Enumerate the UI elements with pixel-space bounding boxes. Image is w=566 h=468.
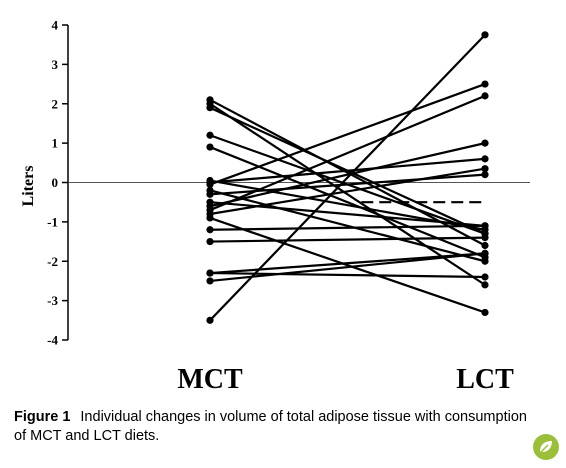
y-tick-label: -3 bbox=[47, 293, 58, 308]
figure-caption: Figure 1 Individual changes in volume of … bbox=[14, 408, 534, 446]
y-tick-label: -4 bbox=[47, 333, 58, 348]
change-line bbox=[209, 34, 486, 322]
lct-point bbox=[481, 241, 489, 250]
subject-line bbox=[206, 222, 489, 234]
mct-point bbox=[206, 269, 214, 277]
category-labels: MCT LCT bbox=[177, 364, 514, 395]
y-axis-title: Liters bbox=[20, 166, 37, 207]
change-line bbox=[209, 102, 486, 286]
mct-point bbox=[206, 237, 214, 246]
y-tick-label: 2 bbox=[52, 96, 59, 111]
subject-line bbox=[206, 234, 489, 246]
lct-point bbox=[481, 165, 489, 173]
mct-point bbox=[206, 180, 214, 189]
lct-point bbox=[481, 249, 489, 257]
mct-point bbox=[206, 143, 214, 151]
change-line bbox=[209, 236, 486, 243]
y-tick-label: -1 bbox=[47, 214, 58, 229]
y-tick-label: 0 bbox=[52, 175, 59, 190]
category-label: LCT bbox=[456, 364, 514, 395]
lct-point bbox=[481, 234, 489, 242]
change-line bbox=[209, 94, 486, 212]
change-line bbox=[209, 167, 486, 216]
change-line bbox=[209, 216, 486, 314]
subject-line bbox=[206, 214, 489, 317]
mct-point bbox=[206, 131, 214, 139]
change-line bbox=[209, 83, 486, 186]
change-line bbox=[209, 157, 486, 184]
mct-point bbox=[206, 316, 214, 324]
change-line bbox=[209, 252, 486, 275]
y-tick-label: 3 bbox=[52, 57, 59, 72]
lct-point bbox=[481, 281, 489, 289]
subject-line bbox=[206, 143, 489, 261]
figure-label: Figure 1 bbox=[14, 409, 71, 425]
subject-line bbox=[206, 249, 489, 285]
leaf-logo-icon bbox=[533, 434, 559, 460]
category-label: MCT bbox=[177, 364, 243, 395]
lct-point bbox=[481, 139, 489, 147]
lct-point bbox=[481, 80, 489, 88]
subject-line bbox=[206, 80, 489, 189]
lct-point bbox=[481, 171, 489, 179]
y-tick-label: -2 bbox=[47, 254, 58, 269]
mct-point bbox=[206, 226, 214, 234]
lct-point bbox=[481, 257, 489, 265]
lct-point bbox=[481, 92, 489, 100]
mct-point bbox=[206, 104, 214, 112]
axes: 4 3 2 1 0 -1 -2 -3 -4 bbox=[47, 18, 530, 348]
subject-line bbox=[206, 31, 489, 324]
change-line bbox=[209, 98, 486, 247]
y-tick-label: 4 bbox=[52, 18, 59, 33]
change-line bbox=[209, 252, 486, 283]
lct-point bbox=[481, 273, 489, 281]
series bbox=[206, 31, 489, 324]
mct-point bbox=[206, 190, 214, 198]
lct-point bbox=[481, 155, 489, 163]
caption-text: Individual changes in volume of total ad… bbox=[14, 409, 527, 444]
change-line bbox=[209, 189, 486, 263]
lct-point bbox=[481, 308, 489, 317]
y-tick-label: 1 bbox=[52, 136, 59, 151]
change-line bbox=[209, 142, 486, 208]
mct-point bbox=[206, 277, 214, 285]
mct-point bbox=[206, 214, 214, 222]
lct-point bbox=[481, 222, 489, 230]
chart: 4 3 2 1 0 -1 -2 -3 -4 MCT LCT Liters bbox=[20, 18, 530, 395]
lct-point bbox=[481, 31, 489, 39]
change-line bbox=[209, 224, 486, 231]
